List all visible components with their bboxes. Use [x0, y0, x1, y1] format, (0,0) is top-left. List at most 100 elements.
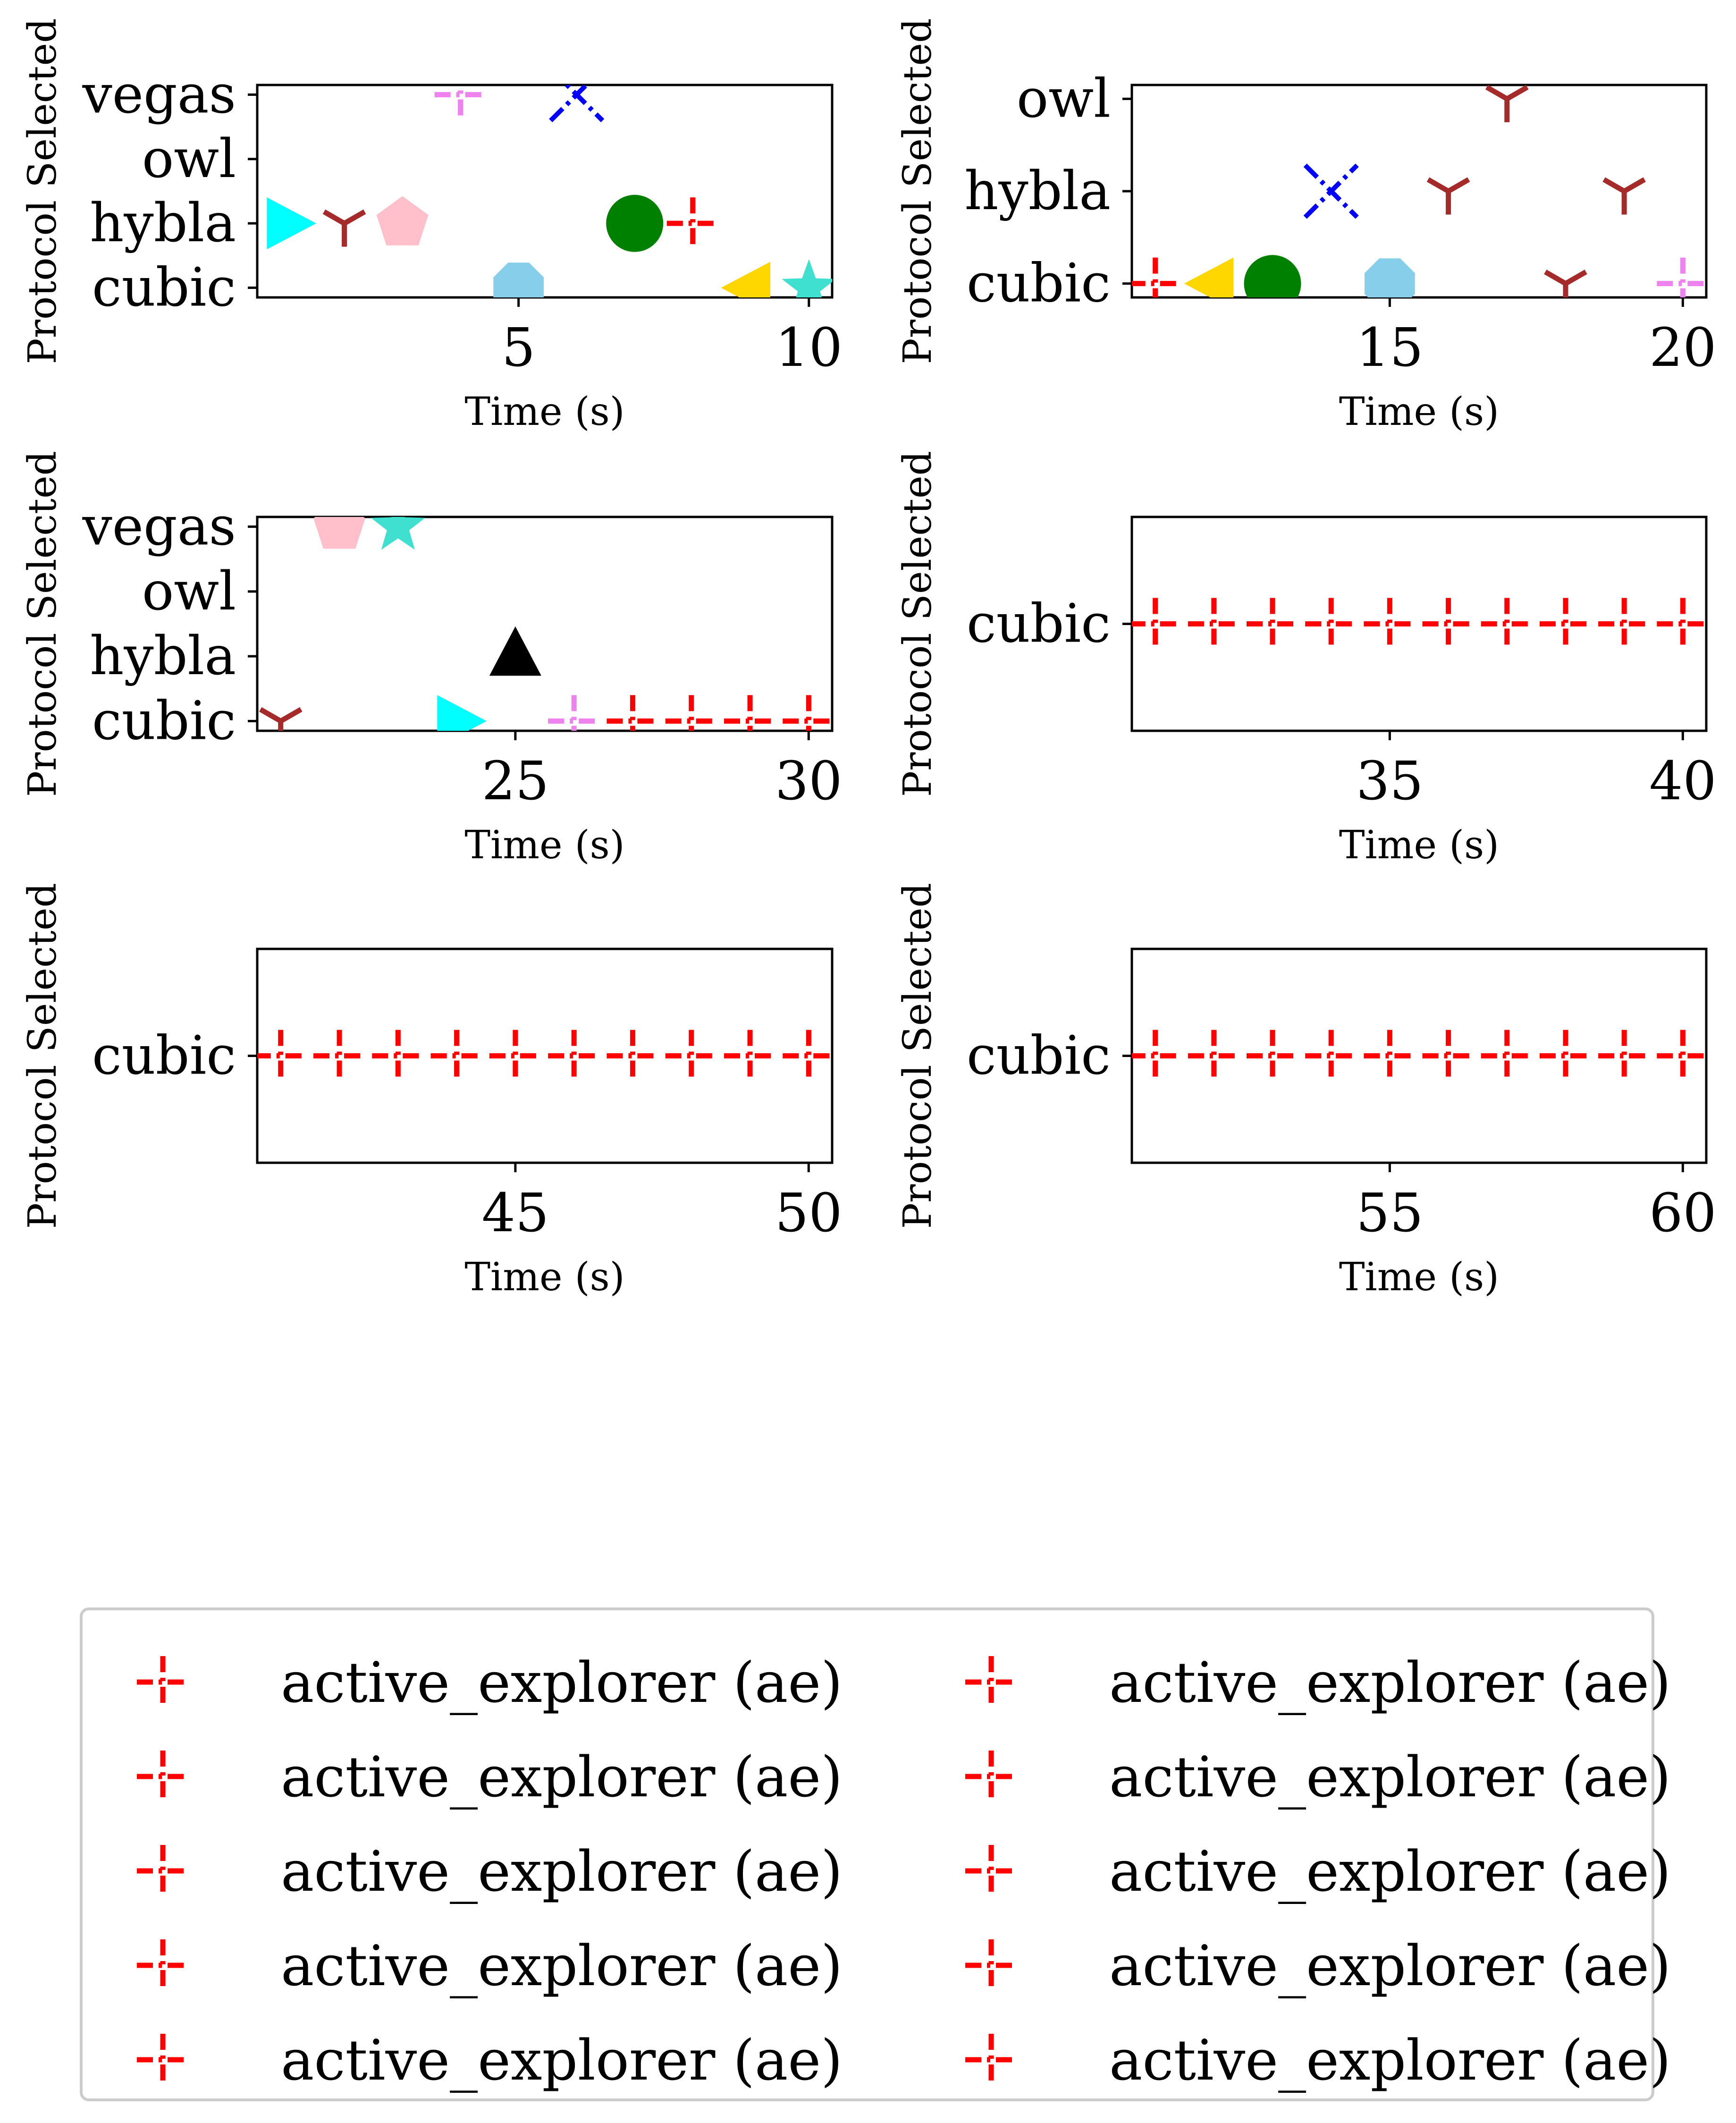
data-point — [1539, 598, 1592, 650]
y-tick-label: cubic — [967, 593, 1111, 655]
data-point — [434, 85, 487, 121]
data-point — [1132, 598, 1181, 650]
data-point — [1188, 1030, 1240, 1082]
x-axis-label: Time (s) — [464, 389, 624, 434]
x-tick-label: 45 — [482, 1183, 549, 1244]
y-tick-label: owl — [142, 561, 236, 622]
legend-item: active_explorer (ae) — [137, 1650, 843, 1715]
subplot-5: cubic 45 50 Time (s) Protocol Selected — [20, 883, 843, 1300]
x-tick-label: 10 — [775, 317, 843, 379]
y-axis-label: Protocol Selected — [20, 451, 65, 797]
data-point — [1244, 255, 1301, 297]
y-axis-label: Protocol Selected — [895, 451, 940, 797]
data-point — [665, 695, 717, 731]
data-point — [1132, 1030, 1181, 1082]
subplot-2: cubic hybla owl 15 20 Time (s) Protocol Select… — [895, 18, 1717, 435]
data-point — [1485, 85, 1529, 122]
y-tick-label: owl — [1017, 68, 1111, 129]
legend-label: active_explorer (ae) — [281, 2028, 843, 2093]
x-tick-label: 15 — [1356, 317, 1424, 379]
data-point — [607, 1030, 659, 1082]
subplot-4: cubic 35 40 Time (s) Protocol Selected — [895, 451, 1717, 868]
x-tick-label: 60 — [1649, 1183, 1717, 1244]
data-point — [1305, 1030, 1357, 1082]
data-points — [259, 517, 832, 731]
data-point — [1364, 598, 1416, 650]
y-tick-label: cubic — [967, 253, 1111, 314]
data-point — [1305, 598, 1357, 650]
data-point — [1303, 163, 1359, 219]
data-point — [1365, 258, 1415, 297]
y-tick-label: cubic — [92, 690, 236, 752]
data-point — [1364, 1030, 1416, 1082]
data-point — [313, 1030, 365, 1082]
legend-label: active_explorer (ae) — [1109, 1650, 1671, 1715]
legend-label: active_explorer (ae) — [1109, 1839, 1671, 1904]
legend-marker — [965, 2034, 1017, 2086]
data-points — [257, 1030, 832, 1082]
legend-label: active_explorer (ae) — [281, 1650, 843, 1715]
data-point — [1657, 257, 1706, 297]
legend-marker — [137, 1656, 189, 1708]
legend-marker — [137, 1845, 189, 1897]
data-points — [1132, 85, 1706, 297]
x-axis-label: Time (s) — [1339, 389, 1499, 434]
legend-item: active_explorer (ae) — [137, 1933, 843, 1998]
x-axis-label: Time (s) — [464, 1255, 624, 1300]
y-tick-label: vegas — [82, 64, 236, 125]
y-tick-label: cubic — [967, 1025, 1111, 1087]
y-axis-label: Protocol Selected — [20, 18, 65, 364]
legend-item: active_explorer (ae) — [965, 2028, 1671, 2093]
y-tick-label: cubic — [92, 257, 236, 319]
data-point — [376, 196, 429, 245]
y-tick-label: owl — [142, 128, 236, 190]
y-axis-label: Protocol Selected — [895, 883, 940, 1229]
y-tick-label: hybla — [90, 626, 236, 687]
x-axis-label: Time (s) — [1339, 823, 1499, 868]
data-point — [259, 707, 303, 731]
data-point — [1422, 1030, 1475, 1082]
data-point — [1657, 598, 1706, 650]
data-point — [1481, 598, 1533, 650]
data-point — [665, 1030, 717, 1082]
data-point — [267, 197, 316, 250]
data-point — [783, 1030, 832, 1082]
data-point — [607, 695, 659, 731]
data-point — [1598, 598, 1651, 650]
legend-item: active_explorer (ae) — [137, 2028, 843, 2093]
legend-marker — [965, 1845, 1017, 1897]
legend-marker — [965, 1939, 1017, 1991]
legend-item: active_explorer (ae) — [965, 1933, 1671, 1998]
data-point — [322, 209, 366, 247]
axes-frame — [256, 84, 834, 299]
data-point — [1426, 177, 1470, 215]
x-tick-label: 55 — [1356, 1183, 1424, 1244]
axes-frame — [256, 516, 834, 732]
data-point — [724, 1030, 776, 1082]
data-point — [606, 195, 664, 252]
legend-item: active_explorer (ae) — [137, 1744, 843, 1810]
data-point — [1184, 257, 1234, 297]
subplot-6: cubic 55 60 Time (s) Protocol Selected — [895, 883, 1717, 1300]
y-axis-label: Protocol Selected — [895, 18, 940, 364]
legend-label: active_explorer (ae) — [281, 1933, 843, 1998]
data-point — [257, 1030, 307, 1082]
data-point — [783, 695, 832, 731]
legend-marker — [137, 1751, 189, 1802]
data-point — [1481, 1030, 1533, 1082]
y-tick-label: cubic — [92, 1025, 236, 1087]
legend-marker — [137, 2034, 189, 2086]
x-axis-label: Time (s) — [464, 823, 624, 868]
legend-frame — [80, 1607, 1654, 2101]
x-axis-label: Time (s) — [1339, 1255, 1499, 1300]
data-point — [1544, 270, 1587, 297]
legend: active_explorer (ae) active_explorer (ae)… — [80, 1607, 1671, 2101]
legend-label: active_explorer (ae) — [1109, 1744, 1671, 1810]
data-point — [666, 197, 719, 250]
data-points — [1132, 1030, 1706, 1082]
data-point — [372, 1030, 424, 1082]
data-point — [489, 626, 541, 676]
y-tick-label: hybla — [90, 193, 236, 254]
data-point — [437, 695, 487, 731]
